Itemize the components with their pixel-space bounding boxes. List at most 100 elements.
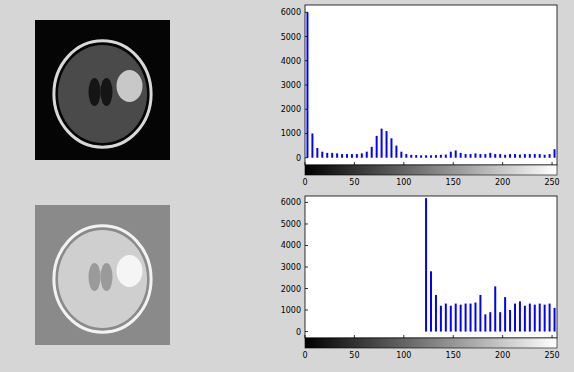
x-tick-label: 200	[495, 178, 510, 187]
bar	[430, 155, 432, 157]
bar	[316, 331, 318, 332]
bar	[504, 155, 506, 158]
bar	[346, 154, 348, 158]
x-tick-label: 150	[446, 351, 461, 360]
bar	[415, 331, 417, 332]
bar	[336, 331, 338, 332]
bar	[440, 306, 442, 332]
y-tick-label: 6000	[281, 8, 301, 17]
x-tick-label: 200	[495, 351, 510, 360]
x-tick-label: 0	[302, 351, 307, 360]
bar	[346, 331, 348, 332]
image-background	[35, 20, 170, 160]
bar	[326, 153, 328, 158]
bar	[474, 303, 476, 332]
bar	[549, 154, 551, 158]
y-tick-label: 5000	[281, 33, 301, 42]
bar	[549, 304, 551, 332]
bar	[514, 154, 516, 158]
figure: 0100020003000400050006000050100150200250…	[0, 0, 574, 372]
bar	[539, 304, 541, 332]
bar	[376, 136, 378, 158]
bar	[415, 155, 417, 158]
y-tick-label: 6000	[281, 198, 301, 207]
x-tick	[354, 335, 355, 338]
y-tick	[305, 267, 308, 268]
x-tick	[502, 335, 503, 338]
bar	[519, 155, 521, 158]
bar	[371, 331, 373, 332]
bar	[321, 331, 323, 332]
bar	[316, 148, 318, 158]
y-tick	[305, 202, 308, 203]
x-tick-label: 100	[396, 351, 411, 360]
ventricle	[89, 263, 101, 291]
bar	[341, 154, 343, 158]
bar	[356, 331, 358, 332]
y-tick	[305, 331, 308, 332]
bars	[425, 198, 555, 331]
bar	[484, 154, 486, 158]
ventricle	[101, 263, 113, 291]
bar	[425, 155, 427, 157]
bar	[356, 154, 358, 158]
bar	[445, 155, 447, 158]
bar	[509, 154, 511, 158]
bar	[400, 331, 402, 332]
bar	[405, 331, 407, 332]
y-tick	[305, 85, 308, 86]
ventricle	[89, 78, 101, 106]
axes-frame	[305, 5, 557, 165]
y-tick-label: 1000	[281, 129, 301, 138]
x-tick	[453, 162, 454, 165]
bar	[504, 297, 506, 331]
bar	[554, 308, 556, 332]
y-tick	[305, 157, 308, 158]
bar	[534, 154, 536, 158]
bar	[514, 304, 516, 332]
bar	[390, 138, 392, 157]
bar	[395, 146, 397, 158]
bar	[489, 153, 491, 158]
y-tick	[305, 109, 308, 110]
y-tick	[305, 223, 308, 224]
histogram-chart: 0100020003000400050006000050100150200250	[281, 196, 560, 360]
gray-colorbar	[305, 165, 557, 175]
bar	[554, 149, 556, 157]
bar	[420, 331, 422, 332]
bar	[499, 312, 501, 331]
mri-image	[35, 205, 170, 345]
bar	[524, 154, 526, 158]
x-tick-label: 50	[349, 351, 359, 360]
lesion	[117, 70, 143, 102]
bar	[479, 154, 481, 158]
bar	[455, 150, 457, 157]
y-tick-label: 3000	[281, 81, 301, 90]
bar	[445, 304, 447, 332]
bar	[474, 153, 476, 157]
bar	[425, 198, 427, 331]
skull	[54, 226, 151, 332]
bar	[494, 286, 496, 331]
bar	[410, 155, 412, 158]
bar	[470, 304, 472, 332]
bar	[479, 295, 481, 332]
bar	[430, 271, 432, 331]
plot-area	[305, 196, 557, 338]
x-tick-label: 0	[302, 178, 307, 187]
bar	[450, 306, 452, 332]
bar	[534, 305, 536, 332]
plot-area	[305, 5, 557, 165]
bar	[405, 154, 407, 158]
histogram-chart: 0100020003000400050006000050100150200250	[281, 5, 560, 187]
bar	[529, 304, 531, 332]
bar	[489, 312, 491, 331]
brain	[58, 45, 147, 143]
bar	[361, 153, 363, 157]
y-tick-label: 0	[296, 154, 301, 163]
bar	[484, 314, 486, 331]
y-tick-label: 3000	[281, 263, 301, 272]
y-tick	[305, 245, 308, 246]
bar	[341, 331, 343, 332]
gray-colorbar	[305, 338, 557, 348]
